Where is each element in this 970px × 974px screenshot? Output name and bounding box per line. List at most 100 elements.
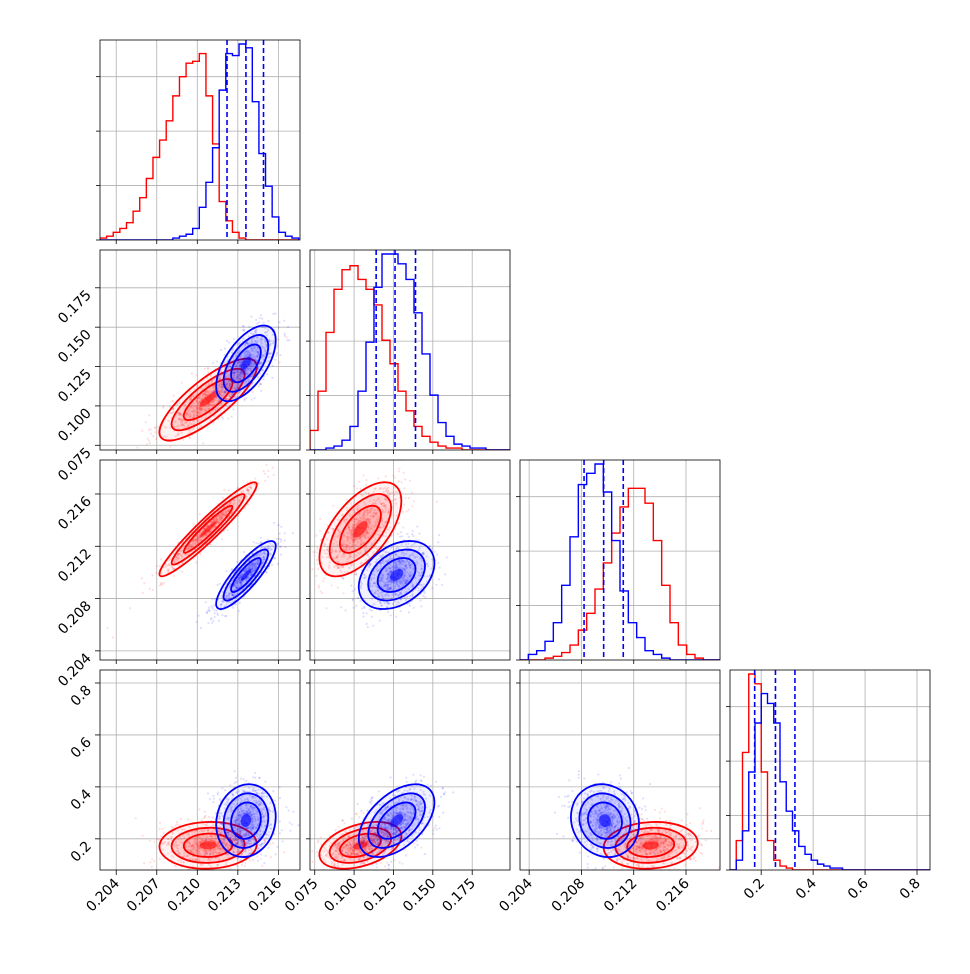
scatter-point [438, 534, 440, 536]
scatter-point [284, 546, 286, 548]
scatter-point [343, 592, 345, 594]
hist-blue-series [100, 44, 299, 240]
panel-frame [730, 670, 930, 870]
scatter-point [272, 313, 274, 315]
scatter-point [318, 585, 320, 587]
scatter-point [319, 518, 321, 520]
scatter-point [411, 505, 413, 507]
scatter-point [266, 373, 268, 375]
scatter-point [161, 583, 163, 585]
scatter-point [402, 511, 404, 513]
scatter-point [446, 556, 448, 558]
scatter-point [176, 821, 178, 823]
scatter-point [422, 595, 424, 597]
scatter-point [315, 575, 317, 577]
scatter-point [366, 623, 368, 625]
scatter-point [252, 859, 254, 861]
scatter-point [323, 577, 325, 579]
scatter-point [220, 349, 222, 351]
scatter-point [317, 568, 319, 570]
scatter-point [269, 843, 271, 845]
scatter-point [274, 313, 276, 315]
scatter-point [180, 818, 182, 820]
scatter-point [272, 790, 274, 792]
scatter-point [292, 532, 294, 534]
scatter-point [320, 590, 322, 592]
scatter-point [260, 384, 262, 386]
panel-hist-2 [520, 460, 720, 660]
scatter-point [424, 596, 426, 598]
scatter-point [146, 443, 148, 445]
scatter-point [214, 612, 216, 614]
scatter-point [156, 565, 158, 567]
panel-content [302, 454, 448, 628]
scatter-point [219, 847, 221, 849]
panel-content [135, 770, 300, 886]
scatter-point [260, 390, 262, 392]
scatter-point [284, 532, 286, 534]
scatter-point [365, 479, 367, 481]
scatter-point [173, 865, 175, 867]
scatter-point [254, 478, 256, 480]
scatter-point [253, 541, 255, 543]
scatter-point [229, 404, 231, 406]
scatter-point [161, 828, 163, 830]
scatter-point [322, 580, 324, 582]
scatter-point [193, 523, 195, 525]
scatter-point [353, 573, 355, 575]
scatter-point [143, 862, 145, 864]
scatter-point [362, 612, 364, 614]
scatter-point [369, 608, 371, 610]
panel-2d-2-0 [100, 447, 300, 660]
scatter-point [191, 372, 193, 374]
scatter-point [362, 474, 364, 476]
scatter-point [365, 484, 367, 486]
scatter-point [209, 853, 211, 855]
scatter-point [205, 879, 207, 881]
scatter-point [239, 859, 241, 861]
scatter-point [239, 602, 241, 604]
scatter-point [409, 605, 411, 607]
scatter-point [258, 321, 260, 323]
scatter-point [135, 817, 137, 819]
scatter-point [213, 604, 215, 606]
scatter-point [207, 371, 209, 373]
scatter-point [437, 541, 439, 543]
scatter-point [212, 386, 214, 388]
scatter-point [353, 485, 355, 487]
scatter-point [260, 537, 262, 539]
scatter-point [398, 522, 400, 524]
scatter-point [234, 770, 236, 772]
scatter-point [278, 326, 280, 328]
scatter-point [220, 872, 222, 874]
scatter-point [265, 855, 267, 857]
scatter-point [400, 531, 402, 533]
scatter-point [204, 816, 206, 818]
scatter-point [361, 608, 363, 610]
scatter-point [238, 610, 240, 612]
scatter-point [434, 551, 436, 553]
scatter-point [408, 497, 410, 499]
scatter-point [212, 816, 214, 818]
panel-hist-1 [310, 250, 510, 450]
hist-red-series [310, 266, 510, 450]
scatter-point [218, 620, 220, 622]
scatter-point [271, 377, 273, 379]
scatter-point [397, 533, 399, 535]
scatter-point [248, 326, 250, 328]
scatter-point [418, 539, 420, 541]
scatter-point [394, 477, 396, 479]
scatter-point [284, 333, 286, 335]
scatter-point [289, 822, 291, 824]
scatter-point [435, 584, 437, 586]
scatter-point [355, 573, 357, 575]
scatter-point [240, 778, 242, 780]
scatter-point [273, 522, 275, 524]
scatter-point [157, 426, 159, 428]
scatter-point [207, 622, 209, 624]
scatter-point [316, 559, 318, 561]
scatter-point [215, 405, 217, 407]
scatter-point [217, 408, 219, 410]
scatter-point [424, 592, 426, 594]
